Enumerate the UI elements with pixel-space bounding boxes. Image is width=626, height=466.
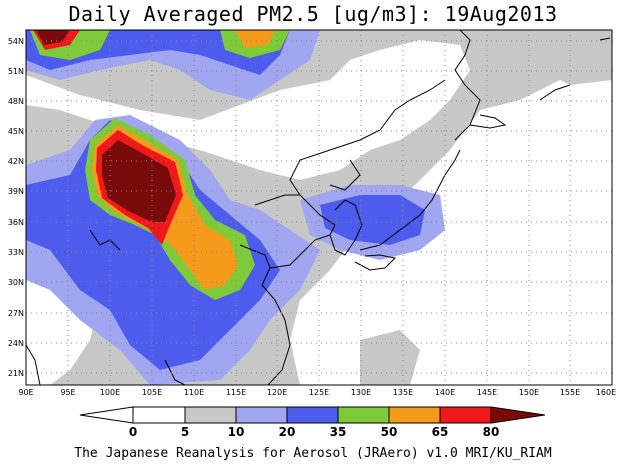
concentration-fields <box>26 30 612 385</box>
blue-korea <box>320 195 425 245</box>
lon-label: 135E <box>393 388 413 397</box>
white-patch-north <box>26 40 470 180</box>
lat-label: 21N <box>8 369 24 378</box>
colorbar: 0 5 10 20 35 50 65 80 <box>79 406 546 439</box>
colorbar-swatch-35-50 <box>337 406 390 424</box>
grey-ring-east <box>360 330 420 385</box>
lat-label: 45N <box>8 127 24 136</box>
lon-label: 150E <box>519 388 539 397</box>
orange-north <box>235 30 275 48</box>
colorbar-swatch-50-65 <box>388 406 441 424</box>
lon-label: 125E <box>309 388 329 397</box>
colorbar-swatch-20-35 <box>286 406 339 424</box>
lat-label: 30N <box>8 278 24 287</box>
lon-label: 140E <box>435 388 455 397</box>
colorbar-swatch-10-20 <box>235 406 288 424</box>
map-frame <box>25 29 613 386</box>
lon-label: 110E <box>184 388 204 397</box>
lat-label: 54N <box>8 37 24 46</box>
lat-label: 48N <box>8 97 24 106</box>
colorbar-tick: 20 <box>279 425 296 439</box>
lon-label: 130E <box>351 388 371 397</box>
chart-title: Daily Averaged PM2.5 [ug/m3]: 19Aug2013 <box>68 2 558 26</box>
colorbar-arrow-low <box>79 406 134 424</box>
lon-label: 115E <box>226 388 246 397</box>
colorbar-swatch-5-10 <box>184 406 237 424</box>
lon-label: 120E <box>267 388 287 397</box>
lat-label: 36N <box>8 218 24 227</box>
lon-label: 90E <box>18 388 33 397</box>
lat-labels: 54N 51N 48N 45N 42N 39N 36N 33N 30N 27N … <box>8 37 24 378</box>
darkred-field <box>102 140 176 222</box>
colorbar-tick: 5 <box>181 425 189 439</box>
lat-label: 42N <box>8 157 24 166</box>
colorbar-tick: 65 <box>432 425 449 439</box>
colorbar-tick: 80 <box>483 425 500 439</box>
colorbar-tick: 50 <box>381 425 398 439</box>
colorbar-tick: 10 <box>228 425 245 439</box>
lat-label: 24N <box>8 339 24 348</box>
lat-label: 33N <box>8 248 24 257</box>
lon-label: 95E <box>60 388 75 397</box>
lon-label: 105E <box>142 388 162 397</box>
lon-labels: 90E 95E 100E 105E 110E 115E 120E 125E 13… <box>18 388 616 397</box>
lat-label: 51N <box>8 67 24 76</box>
lon-label: 160E <box>596 388 616 397</box>
lat-label: 39N <box>8 187 24 196</box>
colorbar-tick: 35 <box>330 425 347 439</box>
colorbar-tick: 0 <box>129 425 137 439</box>
grey-patch-ne <box>520 40 612 85</box>
colorbar-swatch-65-80 <box>439 406 492 424</box>
lon-label: 145E <box>477 388 497 397</box>
lat-label: 27N <box>8 309 24 318</box>
lon-label: 100E <box>100 388 120 397</box>
lon-label: 155E <box>560 388 580 397</box>
colorbar-arrow-high <box>490 406 546 424</box>
footer-credit: The Japanese Reanalysis for Aerosol (JRA… <box>74 446 552 461</box>
coastlines <box>26 30 611 385</box>
grid-lines <box>26 30 612 385</box>
colorbar-swatch-0-5 <box>132 406 186 424</box>
